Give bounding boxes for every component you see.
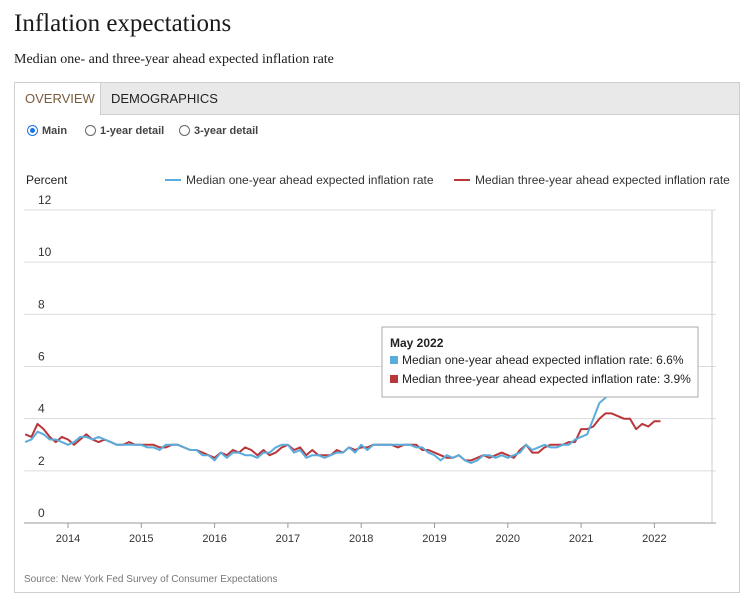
y-tick-label: 0 (38, 506, 45, 520)
y-tick-label: 12 (38, 193, 52, 207)
x-tick-label: 2020 (496, 533, 520, 545)
one-year-series-line[interactable] (24, 349, 680, 464)
y-tick-label: 4 (38, 402, 45, 416)
x-tick-label: 2021 (569, 533, 593, 545)
tab-bar: OVERVIEW DEMOGRAPHICS (15, 83, 739, 115)
legend-label-one-year[interactable]: Median one-year ahead expected inflation… (186, 173, 434, 187)
x-tick-label: 2018 (349, 533, 373, 545)
y-tick-label: 6 (38, 350, 45, 364)
radio-1-year-label: 1-year detail (100, 125, 165, 137)
x-tick-label: 2014 (56, 533, 80, 545)
tab-overview[interactable]: OVERVIEW (15, 83, 101, 115)
page-title: Inflation expectations (14, 10, 232, 37)
x-tick-label: 2015 (129, 533, 153, 545)
radio-unchecked-icon (85, 125, 96, 136)
radio-3-year-detail[interactable]: 3-year detail (179, 125, 258, 137)
tooltip-title: May 2022 (390, 336, 444, 350)
tab-demographics[interactable]: DEMOGRAPHICS (111, 91, 218, 106)
radio-3-year-label: 3-year detail (194, 125, 259, 137)
radio-unchecked-icon (179, 125, 190, 136)
y-axis-label: Percent (26, 173, 68, 187)
radio-checked-icon (27, 125, 38, 136)
tooltip-box (381, 326, 699, 398)
radio-main[interactable]: Main (27, 125, 67, 137)
x-tick-label: 2017 (276, 533, 300, 545)
source-note: Source: New York Fed Survey of Consumer … (24, 574, 278, 585)
x-tick-label: 2016 (202, 533, 226, 545)
tooltip-line-one-year: Median one-year ahead expected inflation… (402, 353, 684, 367)
y-tick-label: 10 (38, 245, 52, 259)
tooltip-line-three-year: Median three-year ahead expected inflati… (402, 372, 691, 386)
tooltip-swatch-three-year (390, 375, 398, 383)
legend-label-three-year[interactable]: Median three-year ahead expected inflati… (475, 173, 730, 187)
tooltip-swatch-one-year (390, 356, 398, 364)
tooltip: May 2022 Median one-year ahead expected … (381, 326, 699, 398)
x-tick-label: 2022 (642, 533, 666, 545)
y-tick-label: 2 (38, 454, 45, 468)
chart-panel: OVERVIEW DEMOGRAPHICS Main 1-year detail… (14, 82, 740, 593)
page-subtitle: Median one- and three-year ahead expecte… (14, 52, 334, 67)
x-tick-label: 2019 (422, 533, 446, 545)
radio-1-year-detail[interactable]: 1-year detail (85, 125, 164, 137)
radio-main-label: Main (42, 125, 68, 137)
y-tick-label: 8 (38, 297, 45, 311)
